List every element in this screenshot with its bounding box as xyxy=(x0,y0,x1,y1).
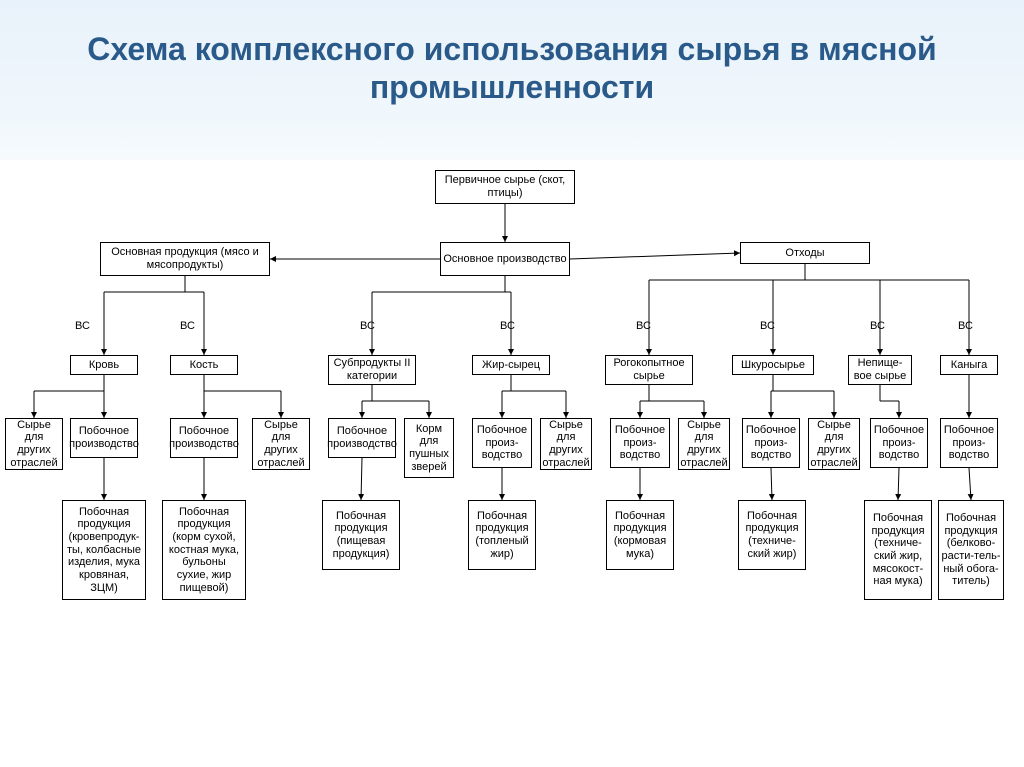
node-waste: Отходы xyxy=(740,242,870,264)
bc-label-0: ВС xyxy=(75,320,90,332)
node-out_sub: Побочная продукция (пищевая продукция) xyxy=(322,500,400,570)
node-bone: Кость xyxy=(170,355,238,375)
node-main_prod: Основная продукция (мясо и мясопродукты) xyxy=(100,242,270,276)
node-other_ind_5: Сырье для других отраслей xyxy=(808,418,860,470)
node-blood: Кровь xyxy=(70,355,138,375)
node-feed_fur: Корм для пушных зверей xyxy=(404,418,454,478)
node-fat: Жир-сырец xyxy=(472,355,550,375)
bc-label-1: ВС xyxy=(180,320,195,332)
node-other_ind_4: Сырье для других отраслей xyxy=(678,418,730,470)
node-side_mfg_3: Побочное производство xyxy=(328,418,396,458)
node-side_mfg_4: Побочное произ-водство xyxy=(472,418,532,468)
node-main_mfg: Основное производство xyxy=(440,242,570,276)
node-side_mfg_2: Побочное производство xyxy=(170,418,238,458)
node-other_ind_2: Сырье для других отраслей xyxy=(252,418,310,470)
node-other_ind_1: Сырье для других отраслей xyxy=(5,418,63,470)
node-out_fat: Побочная продукция (топленый жир) xyxy=(468,500,536,570)
node-horn: Рогокопытное сырье xyxy=(605,355,693,385)
node-hide: Шкуросырье xyxy=(732,355,814,375)
node-raw: Первичное сырье (скот, птицы) xyxy=(435,170,575,204)
bc-label-5: ВС xyxy=(760,320,775,332)
node-side_mfg_1: Побочное производство xyxy=(70,418,138,458)
node-kanyga: Каныга xyxy=(940,355,998,375)
node-side_mfg_7: Побочное произ-водство xyxy=(870,418,928,468)
node-out_kanyga: Побочная продукция (белково-расти-тель-н… xyxy=(938,500,1004,600)
node-side_mfg_8: Побочное произ-водство xyxy=(940,418,998,468)
node-out_horn: Побочная продукция (кормовая мука) xyxy=(606,500,674,570)
bc-label-6: ВС xyxy=(870,320,885,332)
node-out_bone: Побочная продукция (корм сухой, костная … xyxy=(162,500,246,600)
bc-label-4: ВС xyxy=(636,320,651,332)
node-out_nonfood: Побочная продукция (техниче-ский жир, мя… xyxy=(864,500,932,600)
node-subprod: Субпродукты II категории xyxy=(328,355,416,385)
bc-label-2: ВС xyxy=(360,320,375,332)
bc-label-7: ВС xyxy=(958,320,973,332)
node-nonfood: Непище-вое сырье xyxy=(848,355,912,385)
node-side_mfg_5: Побочное произ-водство xyxy=(610,418,670,468)
node-side_mfg_6: Побочное произ-водство xyxy=(742,418,800,468)
page-title: Схема комплексного использования сырья в… xyxy=(0,0,1024,127)
bc-label-3: ВС xyxy=(500,320,515,332)
node-other_ind_3: Сырье для других отраслей xyxy=(540,418,592,470)
flowchart-diagram: Первичное сырье (скот, птицы) Основная пр… xyxy=(0,160,1024,720)
node-out_blood: Побочная продукция (кровепродук-ты, колб… xyxy=(62,500,146,600)
node-out_hide: Побочная продукция (техниче-ский жир) xyxy=(738,500,806,570)
